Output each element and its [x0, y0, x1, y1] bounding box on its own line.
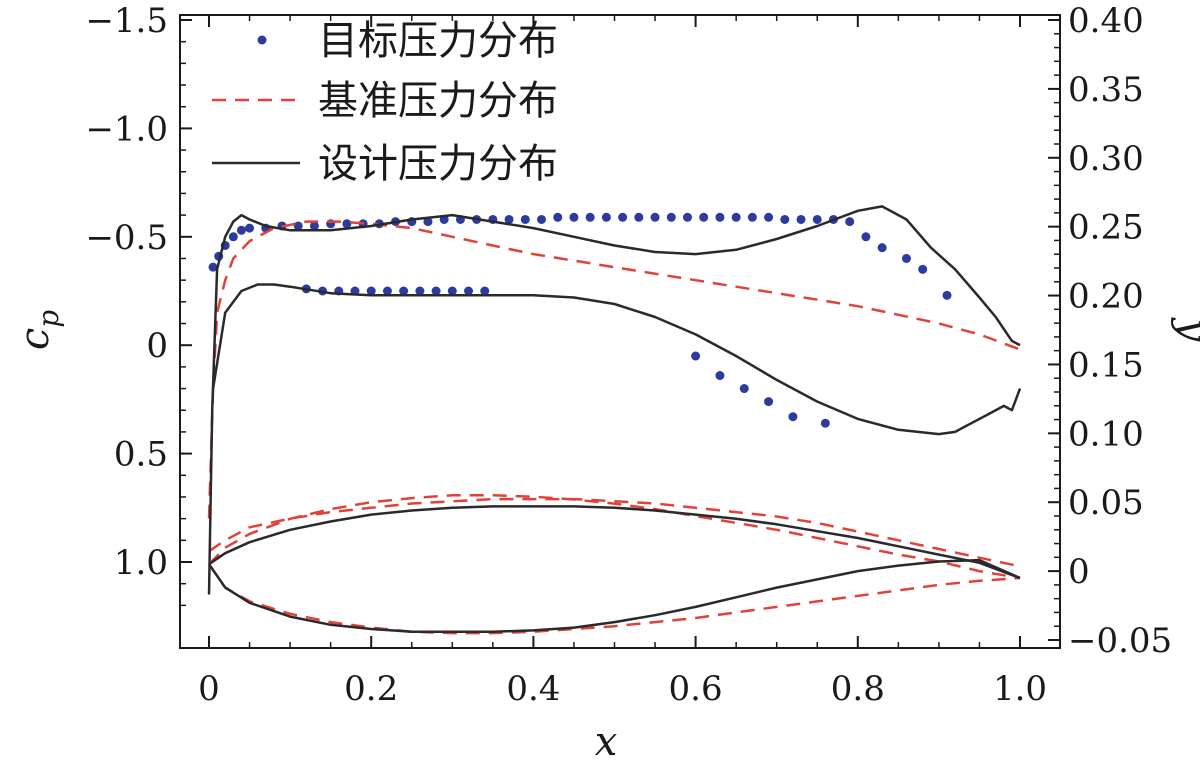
- y-left-axis-title-sub: p: [32, 310, 65, 328]
- x-tick-label: 0.8: [831, 669, 885, 709]
- plot-frame: [179, 14, 1061, 649]
- legend-label: 设计压力分布: [318, 141, 558, 187]
- target-point: [691, 351, 701, 361]
- airfoil-baseline-line: [207, 563, 1021, 635]
- target-point: [682, 212, 692, 222]
- target-point: [739, 384, 749, 394]
- x-tick-label: 1.0: [993, 669, 1047, 709]
- design-cp-line: [207, 205, 1021, 595]
- y-left-tick-label: 0.5: [114, 435, 168, 475]
- x-tick-label: 0.6: [669, 669, 723, 709]
- y-left-tick-label: 1.0: [114, 543, 168, 583]
- legend-label: 基准压力分布: [318, 78, 558, 124]
- target-point: [699, 212, 709, 222]
- target-point: [918, 264, 928, 274]
- x-tick-label: 0.2: [344, 669, 398, 709]
- y-left-tick-label: −1.0: [85, 109, 168, 149]
- target-point: [553, 212, 563, 222]
- y-right-tick-label: 0.35: [1068, 70, 1144, 110]
- target-point: [747, 212, 757, 222]
- target-point: [293, 221, 303, 231]
- target-point: [228, 232, 238, 242]
- target-point: [342, 219, 352, 229]
- target-point: [634, 212, 644, 222]
- x-tick-label: 0.4: [506, 669, 560, 709]
- target-point: [245, 223, 255, 233]
- target-point: [520, 214, 530, 224]
- target-point: [845, 217, 855, 227]
- target-point: [537, 214, 547, 224]
- target-point: [399, 286, 409, 296]
- y-right-tick-label: 0.10: [1068, 414, 1144, 454]
- target-point: [877, 243, 887, 253]
- baseline-cp-line: [208, 497, 1021, 568]
- y-left-axis-title-main: c: [12, 328, 58, 350]
- target-point: [715, 212, 725, 222]
- target-point: [812, 214, 822, 224]
- target-point: [309, 221, 319, 231]
- target-point: [464, 286, 474, 296]
- y-left-tick-label: −1.5: [85, 1, 168, 41]
- y-right-axis-title: y: [1170, 317, 1200, 343]
- target-point: [780, 214, 790, 224]
- y-left-tick-label: 0: [146, 326, 168, 366]
- target-point: [480, 286, 490, 296]
- target-point: [415, 286, 425, 296]
- target-point: [208, 262, 218, 272]
- y-right-tick-label: 0.25: [1068, 208, 1144, 248]
- series-layer: [207, 205, 1022, 635]
- ticks-layer: 0 0.2 0.4 0.6 0.8 1.0 −1.5 −1.0 −0.5 0 0.5 1.0 0.40 0…: [85, 1, 1172, 709]
- target-point: [447, 286, 457, 296]
- legend-dot-marker: [257, 35, 267, 45]
- target-point: [423, 217, 433, 227]
- target-point: [650, 212, 660, 222]
- target-point: [431, 286, 441, 296]
- target-point: [764, 212, 774, 222]
- y-left-tick-label: −0.5: [85, 218, 168, 258]
- target-point: [569, 212, 579, 222]
- y-right-tick-label: 0: [1068, 552, 1090, 592]
- y-right-tick-label: 0.40: [1068, 1, 1144, 41]
- target-point: [504, 214, 514, 224]
- y-right-tick-label: 0.20: [1068, 277, 1144, 317]
- y-right-tick-label: 0.05: [1068, 483, 1144, 523]
- airfoil-design-line: [208, 505, 1021, 580]
- target-point: [601, 212, 611, 222]
- y-right-tick-label: −0.05: [1068, 621, 1172, 661]
- y-left-axis-title: cp: [12, 310, 65, 350]
- target-point: [820, 418, 830, 428]
- target-point: [382, 286, 392, 296]
- target-point: [715, 371, 725, 381]
- target-point: [764, 397, 774, 407]
- target-point: [236, 225, 246, 235]
- target-point: [731, 212, 741, 222]
- target-point: [796, 214, 806, 224]
- target-point: [861, 232, 871, 242]
- target-point: [585, 212, 595, 222]
- design-cp-line: [211, 283, 1022, 436]
- target-point: [666, 212, 676, 222]
- baseline-cp-line: [207, 220, 1021, 519]
- target-point: [942, 290, 952, 300]
- y-right-tick-label: 0.30: [1068, 139, 1144, 179]
- x-tick-label: 0: [198, 669, 220, 709]
- target-point: [788, 412, 798, 422]
- target-point: [618, 212, 628, 222]
- x-axis-title: x: [595, 719, 618, 765]
- y-right-tick-label: 0.15: [1068, 345, 1144, 385]
- target-point: [901, 253, 911, 263]
- legend-label: 目标压力分布: [318, 18, 558, 64]
- airfoil-design-line: [207, 558, 1021, 633]
- target-point: [366, 286, 376, 296]
- airfoil-baseline-line: [208, 494, 1021, 580]
